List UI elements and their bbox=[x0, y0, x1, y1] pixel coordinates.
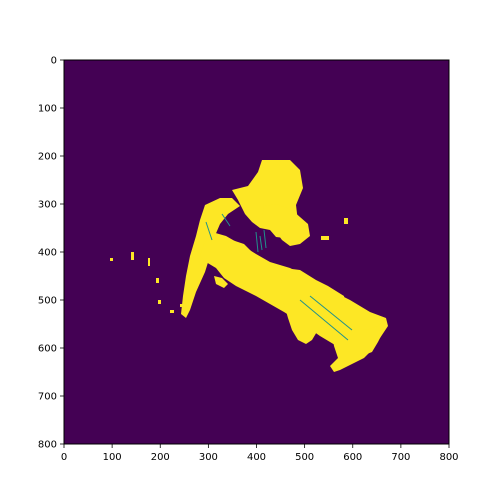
mask-region-tail bbox=[330, 318, 388, 372]
x-tick-label: 800 bbox=[439, 452, 458, 463]
y-tick-label: 700 bbox=[38, 392, 57, 403]
mask-region-mid-right bbox=[262, 204, 310, 246]
mask-speck bbox=[110, 258, 113, 261]
mask-region-left-blob bbox=[228, 240, 252, 260]
mask-background bbox=[64, 60, 449, 444]
mask-speck bbox=[131, 252, 134, 260]
x-tick-label: 100 bbox=[103, 452, 122, 463]
mask-speck bbox=[156, 278, 159, 283]
y-tick-label: 300 bbox=[38, 200, 57, 211]
mask-edge-line bbox=[299, 295, 353, 341]
x-tick-label: 200 bbox=[151, 452, 170, 463]
mask-speck bbox=[344, 218, 348, 224]
x-tick-label: 300 bbox=[199, 452, 218, 463]
y-tick-label: 800 bbox=[38, 440, 57, 451]
y-tick-label: 0 bbox=[51, 56, 57, 67]
mask-region-left-limb bbox=[181, 198, 240, 318]
mask-speck bbox=[158, 300, 161, 304]
y-tick-label: 500 bbox=[38, 296, 57, 307]
x-tick-label: 600 bbox=[343, 452, 362, 463]
y-tick-label: 200 bbox=[38, 152, 57, 163]
mask-region-lower-wing bbox=[280, 268, 346, 344]
x-axis: 0 100 200 300 400 500 600 700 800 bbox=[61, 444, 459, 463]
x-tick-label: 700 bbox=[391, 452, 410, 463]
mask-speck bbox=[360, 330, 368, 334]
mask-speck bbox=[170, 310, 174, 313]
x-tick-label: 0 bbox=[61, 452, 67, 463]
mask-edge-line bbox=[205, 213, 231, 241]
mask-speck bbox=[321, 236, 329, 240]
mask-foreground bbox=[110, 160, 388, 372]
x-tick-label: 500 bbox=[295, 452, 314, 463]
mask-region-small-left bbox=[214, 276, 228, 288]
y-axis: 0 100 200 300 400 500 600 700 800 bbox=[38, 56, 64, 451]
y-tick-label: 600 bbox=[38, 344, 57, 355]
mask-speck bbox=[180, 304, 184, 307]
y-tick-label: 100 bbox=[38, 104, 57, 115]
mask-speck bbox=[148, 258, 150, 266]
x-tick-label: 400 bbox=[247, 452, 266, 463]
mask-edge-line bbox=[255, 229, 267, 253]
mask-edges bbox=[205, 213, 353, 341]
y-tick-label: 400 bbox=[38, 248, 57, 259]
